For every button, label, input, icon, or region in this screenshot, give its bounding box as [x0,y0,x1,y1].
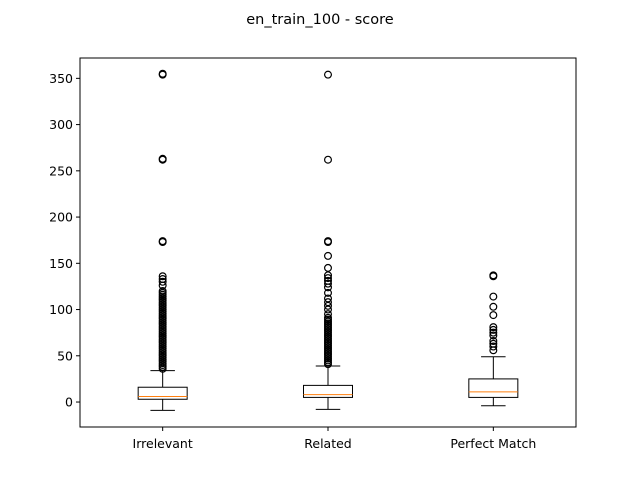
box-series [137,69,519,411]
outlier-point [324,298,333,307]
outlier-point [489,323,498,332]
x-tick-label: Related [304,436,351,451]
outlier-point [158,275,167,284]
y-tick-label: 100 [49,302,73,317]
box-group [137,69,188,411]
y-tick-label: 0 [65,395,73,410]
box-group [303,70,353,410]
outlier-point [489,342,498,351]
y-tick-label: 300 [49,117,73,132]
y-tick-label: 50 [57,348,73,363]
outlier-point [324,263,333,272]
outlier-point [324,313,333,322]
box-iqr [137,386,188,400]
box-group [468,271,519,407]
y-tick-label: 200 [49,210,73,225]
outlier-point [324,251,333,260]
outlier-point [324,70,333,79]
outlier-point [324,276,333,285]
y-tick-label: 350 [49,71,73,86]
box-iqr [468,378,519,398]
outlier-point [324,155,333,164]
outlier-point [489,325,498,334]
outlier-point [489,292,498,301]
outlier-point [324,274,333,283]
outlier-point [324,310,333,319]
outlier-point [158,237,167,246]
outlier-point [489,302,498,311]
y-axis: 0 50 100 150 200 250 300 350 [49,71,80,410]
outlier-point [489,331,498,340]
outlier-point [489,271,498,280]
x-tick-label: Irrelevant [133,436,193,451]
outlier-point [158,287,167,296]
outlier-point [324,294,333,303]
outlier-point [489,311,498,320]
y-tick-label: 250 [49,163,73,178]
outlier-point [489,328,498,337]
x-axis: Irrelevant Related Perfect Match [133,427,536,451]
outlier-point [158,154,167,163]
outlier-point [158,272,167,281]
outlier-point [158,69,167,78]
outlier-point [324,279,333,288]
box-iqr [303,384,353,398]
x-tick-label: Perfect Match [450,436,536,451]
outlier-point [324,237,333,246]
plot-frame [79,57,577,428]
outlier-point [158,277,167,286]
outlier-point [324,288,333,297]
outlier-point [489,336,498,345]
outlier-point [489,339,498,348]
chart-title: en_train_100 - score [246,12,394,28]
y-tick-label: 150 [49,256,73,271]
